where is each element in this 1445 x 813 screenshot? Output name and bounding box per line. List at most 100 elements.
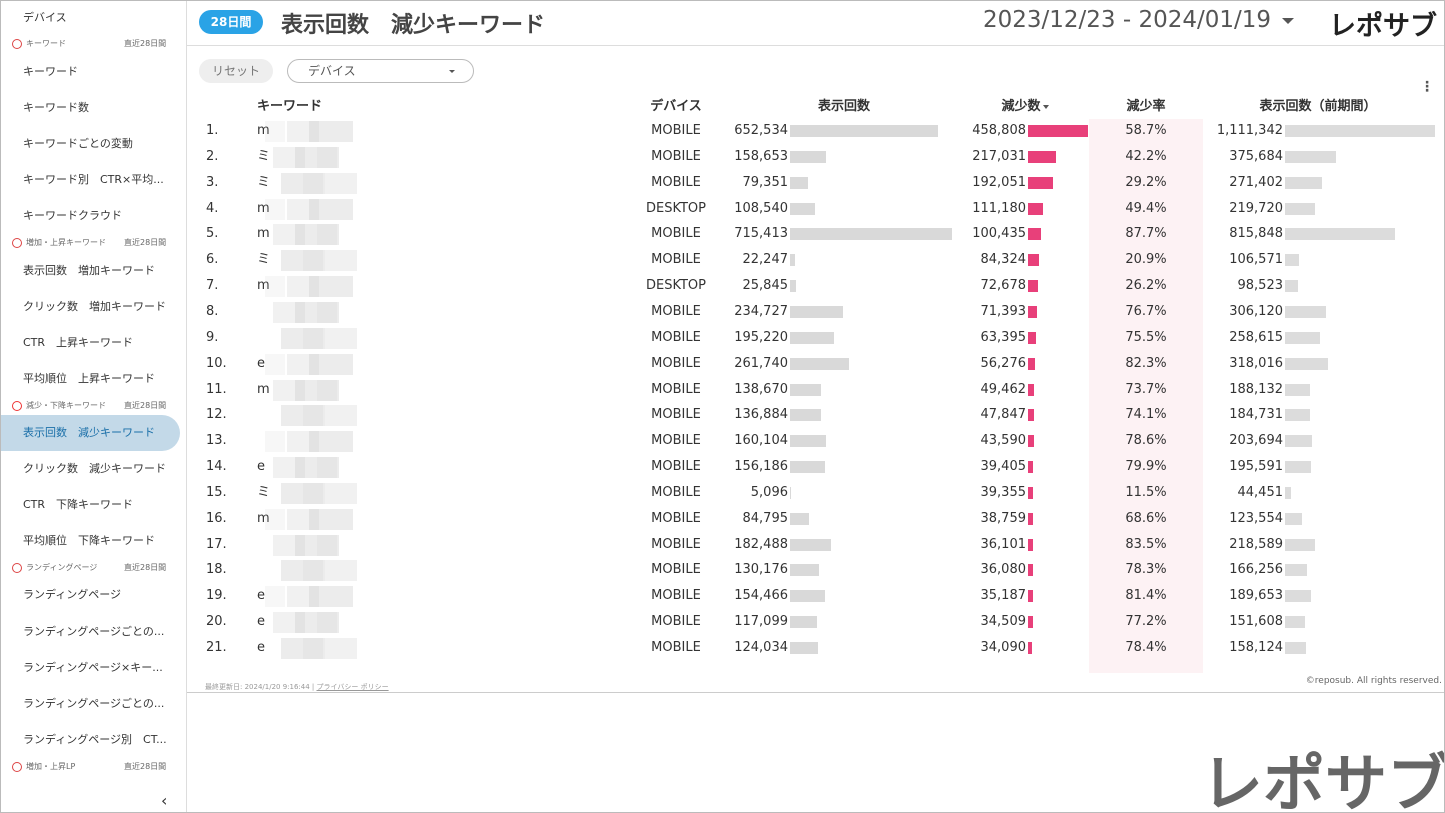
number: 258,615: [1229, 329, 1283, 345]
nav-item[interactable]: キーワード: [23, 65, 78, 78]
row-rank: 11.: [206, 381, 227, 397]
device: MOBILE: [651, 226, 701, 242]
rate: 29.2%: [1125, 174, 1167, 190]
blurred-keyword: [281, 638, 325, 659]
nav-item[interactable]: 表示回数 増加キーワード: [23, 264, 155, 277]
blurred-keyword: [317, 457, 337, 479]
number: 715,413: [734, 226, 788, 242]
keyword: m: [257, 200, 269, 216]
nav-item[interactable]: ランディングページ×キー...: [23, 661, 163, 674]
number: 100,435: [972, 226, 1026, 242]
rate: 76.7%: [1125, 303, 1167, 319]
blurred-keyword: [317, 379, 337, 401]
blurred-keyword: [325, 250, 357, 272]
column-header[interactable]: 表示回数（前期間）: [1259, 99, 1377, 114]
blurred-keyword: [287, 276, 319, 298]
more-menu[interactable]: ⋮: [1420, 79, 1434, 95]
blurred-keyword: [273, 301, 305, 323]
column-header[interactable]: 減少数: [1001, 99, 1041, 114]
number: 271,402: [1229, 174, 1283, 190]
bar: [1285, 331, 1320, 344]
nav-item[interactable]: CTR 下降キーワード: [23, 498, 134, 511]
number: 184,731: [1229, 407, 1283, 423]
period-badge: 28日間: [199, 10, 263, 34]
nav-item[interactable]: キーワード数: [23, 101, 89, 114]
bar: [790, 564, 820, 577]
nav-item[interactable]: キーワードクラウド: [23, 209, 122, 222]
number: 195,220: [734, 329, 788, 345]
column-header[interactable]: 減少率: [1126, 99, 1166, 114]
nav-item[interactable]: クリック数 増加キーワード: [23, 300, 166, 313]
device: MOBILE: [651, 510, 701, 526]
blurred-keyword: [325, 327, 357, 349]
nav-item[interactable]: キーワードごとの変動: [23, 137, 133, 150]
bar: [1285, 616, 1306, 629]
bar: [790, 383, 822, 396]
nav-item[interactable]: ランディングページごとの...: [23, 625, 165, 638]
rate: 78.3%: [1125, 562, 1167, 578]
row-rank: 4.: [206, 200, 219, 216]
nav-item[interactable]: クリック数 減少キーワード: [23, 462, 166, 475]
keyword: m: [257, 278, 269, 294]
date-dropdown-arrow[interactable]: [1282, 18, 1294, 24]
blurred-keyword: [295, 301, 339, 323]
nav-item[interactable]: ランディングページごとの...: [23, 697, 165, 710]
row-rank: 9.: [206, 329, 219, 345]
nav-item[interactable]: 表示回数 減少キーワード: [23, 426, 155, 439]
row-rank: 12.: [206, 407, 227, 423]
blurred-keyword: [325, 638, 357, 659]
blurred-keyword: [317, 534, 337, 556]
blurred-keyword: [273, 457, 305, 479]
row-rank: 21.: [206, 640, 227, 655]
blurred-keyword: [309, 431, 353, 453]
row-rank: 10.: [206, 355, 227, 371]
row-rank: 5.: [206, 226, 219, 242]
column-header[interactable]: デバイス: [650, 99, 702, 114]
column-header[interactable]: 表示回数: [817, 99, 870, 114]
row-rank: 14.: [206, 459, 227, 475]
nav-item[interactable]: キーワード別 CTR×平均...: [23, 173, 164, 186]
blurred-keyword: [303, 327, 323, 349]
number: 217,031: [972, 148, 1026, 164]
rate: 42.2%: [1125, 148, 1167, 164]
privacy-link[interactable]: プライバシー ポリシー: [316, 683, 389, 691]
number: 98,523: [1237, 278, 1284, 294]
number: 43,590: [980, 433, 1027, 449]
column-header[interactable]: キーワード: [257, 99, 323, 114]
nav-item[interactable]: ランディングページ: [23, 588, 122, 601]
bar: [1028, 564, 1033, 577]
reset-button[interactable]: リセット: [199, 59, 273, 83]
blurred-keyword: [303, 405, 323, 427]
keyword: ミ: [257, 484, 269, 500]
bar: [790, 150, 826, 163]
nav-item[interactable]: デバイス: [23, 11, 67, 24]
device: MOBILE: [651, 588, 701, 604]
bar: [790, 228, 952, 241]
device-filter[interactable]: デバイス: [287, 59, 474, 83]
bar: [790, 125, 938, 137]
nav-item[interactable]: 平均順位 下降キーワード: [23, 534, 155, 547]
nav-item[interactable]: CTR 上昇キーワード: [23, 336, 134, 349]
row-rank: 13.: [206, 433, 227, 449]
blurred-keyword: [309, 353, 353, 375]
device: MOBILE: [651, 252, 701, 268]
row-rank: 2.: [206, 148, 219, 164]
rate: 75.5%: [1125, 329, 1167, 345]
keyword: m: [257, 226, 269, 242]
bar: [1285, 512, 1302, 525]
collapse-button[interactable]: ‹: [161, 791, 168, 810]
number: 38,759: [980, 510, 1027, 526]
section-label: キーワード: [26, 39, 66, 48]
nav-item[interactable]: ランディングページ別 CT...: [23, 733, 167, 746]
section-icon: [12, 762, 22, 772]
date-range[interactable]: 2023/12/23 - 2024/01/19: [983, 7, 1272, 33]
bar: [790, 202, 815, 215]
bar: [1285, 357, 1328, 370]
bar: [1028, 150, 1057, 163]
keyword: m: [257, 123, 269, 138]
nav-item[interactable]: 平均順位 上昇キーワード: [23, 372, 155, 385]
blurred-keyword: [281, 250, 325, 272]
bar: [1285, 150, 1336, 163]
blurred-keyword: [265, 586, 285, 608]
